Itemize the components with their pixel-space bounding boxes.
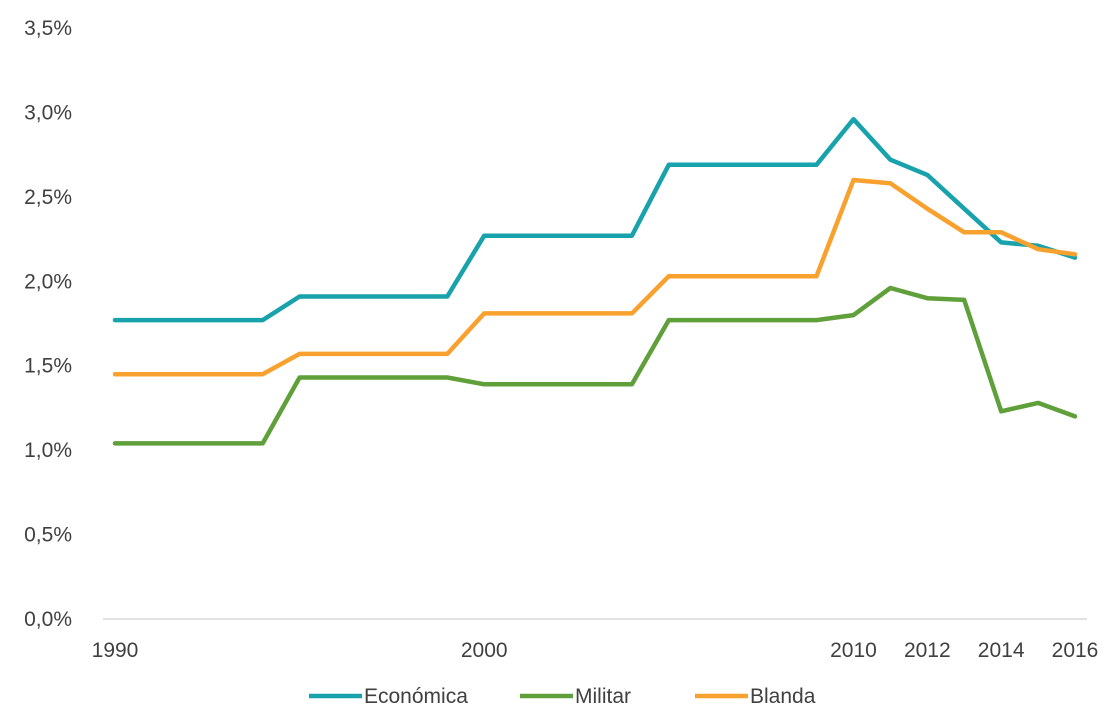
series-line-1 xyxy=(112,116,1078,323)
series-line-3 xyxy=(112,177,1078,377)
y-tick-label: 0,0% xyxy=(24,608,72,631)
x-tick-label: 2010 xyxy=(830,639,877,662)
x-tick-label: 2000 xyxy=(461,639,508,662)
x-tick-label: 2016 xyxy=(1052,639,1099,662)
y-tick-label: 0,5% xyxy=(24,524,72,547)
legend-label: Blanda xyxy=(750,685,816,708)
y-tick-label: 3,5% xyxy=(24,17,72,40)
series-lines xyxy=(112,116,1078,446)
x-tick-label: 2014 xyxy=(978,639,1025,662)
legend-label: Militar xyxy=(575,685,631,708)
y-tick-label: 1,0% xyxy=(24,439,72,462)
series-line-2 xyxy=(112,285,1078,446)
y-axis-labels: 0,0% 0,5% 1,0% 1,5% 2,0% 2,5% 3,0% 3,5% xyxy=(24,17,72,631)
x-axis-labels: 1990 2000 2010 2012 2014 2016 xyxy=(92,639,1099,662)
x-tick-label: 2012 xyxy=(904,639,951,662)
y-tick-label: 2,0% xyxy=(24,270,72,293)
y-tick-label: 3,0% xyxy=(24,101,72,124)
y-tick-label: 1,5% xyxy=(24,355,72,378)
legend-label: Económica xyxy=(364,685,468,708)
y-tick-label: 2,5% xyxy=(24,186,72,209)
x-tick-label: 1990 xyxy=(92,639,139,662)
legend: Económica Militar Blanda xyxy=(309,685,816,708)
